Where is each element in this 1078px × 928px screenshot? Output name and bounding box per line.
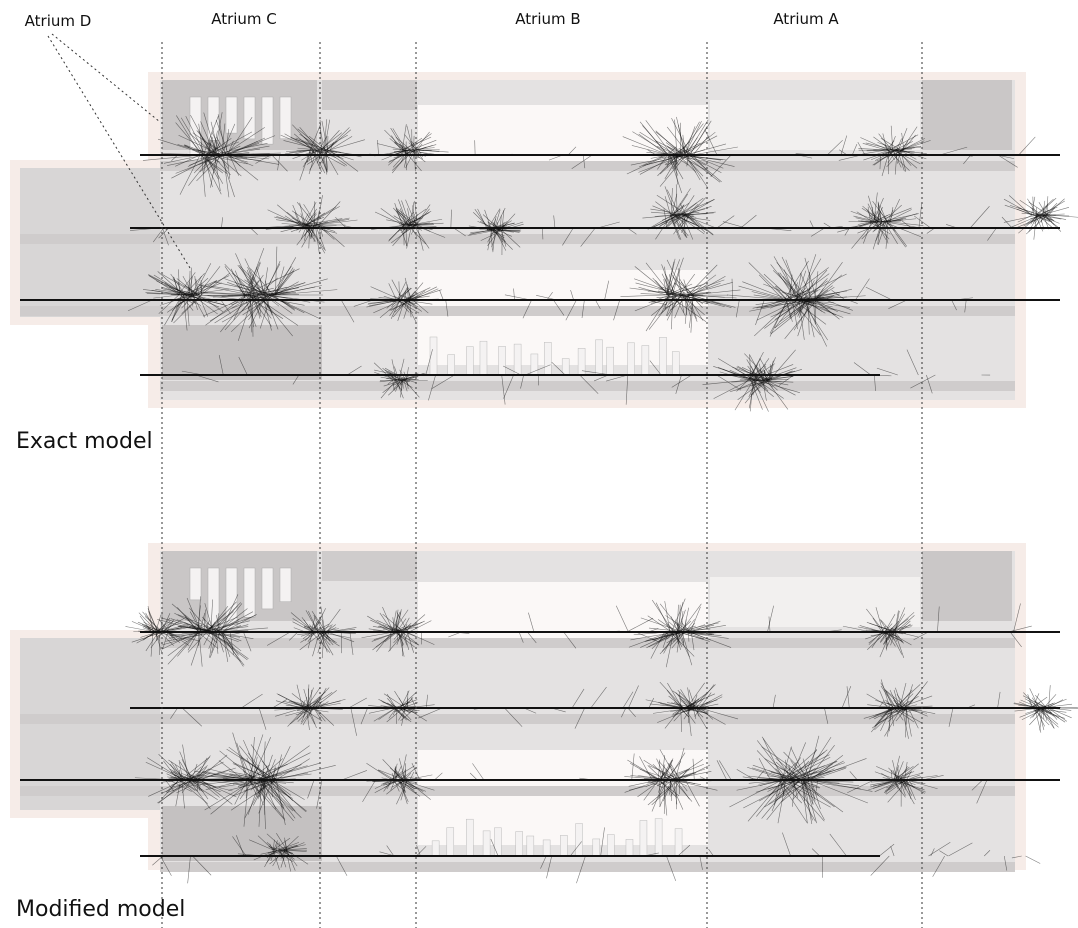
block xyxy=(628,343,635,375)
wall-shade xyxy=(922,80,1012,150)
pointer-line xyxy=(52,34,160,122)
block xyxy=(494,828,501,856)
block xyxy=(596,340,603,375)
atrium-label: Atrium A xyxy=(773,10,839,28)
block xyxy=(516,832,523,856)
block xyxy=(659,337,666,375)
block xyxy=(607,835,614,856)
wall-shade xyxy=(162,551,317,621)
building-section xyxy=(10,543,1078,883)
block xyxy=(432,841,439,856)
block xyxy=(544,342,551,375)
atrium-label: Atrium C xyxy=(211,10,277,28)
block xyxy=(262,568,273,609)
block xyxy=(244,97,255,139)
block xyxy=(447,828,454,856)
block xyxy=(499,346,506,375)
block xyxy=(483,831,490,856)
block xyxy=(226,568,237,630)
block xyxy=(531,354,538,375)
block xyxy=(514,344,521,375)
block xyxy=(640,820,647,856)
block xyxy=(466,819,473,856)
panel-caption: Exact model xyxy=(16,429,153,454)
wall-shade xyxy=(922,551,1012,621)
block xyxy=(543,840,550,856)
block xyxy=(672,352,679,375)
block xyxy=(448,355,455,375)
ray xyxy=(1026,856,1041,864)
atrium-label: Atrium B xyxy=(515,10,580,28)
floor-slab xyxy=(20,714,1015,724)
atrium-void xyxy=(710,577,920,627)
block xyxy=(280,568,291,602)
page: Atrium D Atrium C Atrium B Atrium A Exac… xyxy=(0,0,1078,928)
panel-caption: Modified model xyxy=(16,897,185,922)
floor-slab xyxy=(20,234,1015,244)
atrium-label: Atrium D xyxy=(25,12,92,30)
building-section xyxy=(10,72,1078,412)
block xyxy=(226,97,237,133)
ray xyxy=(1035,695,1046,708)
block xyxy=(190,568,201,600)
block xyxy=(607,347,614,375)
block xyxy=(655,819,662,856)
wall-shade xyxy=(162,80,317,150)
block xyxy=(576,824,583,856)
block xyxy=(675,829,682,856)
block xyxy=(642,346,649,375)
wall-shade xyxy=(322,80,417,110)
block xyxy=(280,97,291,139)
block xyxy=(466,347,473,375)
block xyxy=(626,839,633,856)
block xyxy=(527,836,534,856)
ray xyxy=(1029,215,1038,232)
block xyxy=(560,835,567,856)
panels xyxy=(10,72,1078,883)
wall-shade xyxy=(322,551,417,581)
block xyxy=(480,341,487,375)
floor-slab xyxy=(160,161,1015,171)
figure: Atrium D Atrium C Atrium B Atrium A Exac… xyxy=(0,0,1078,928)
block xyxy=(593,839,600,856)
floor-slab xyxy=(160,862,1015,872)
block xyxy=(562,359,569,375)
